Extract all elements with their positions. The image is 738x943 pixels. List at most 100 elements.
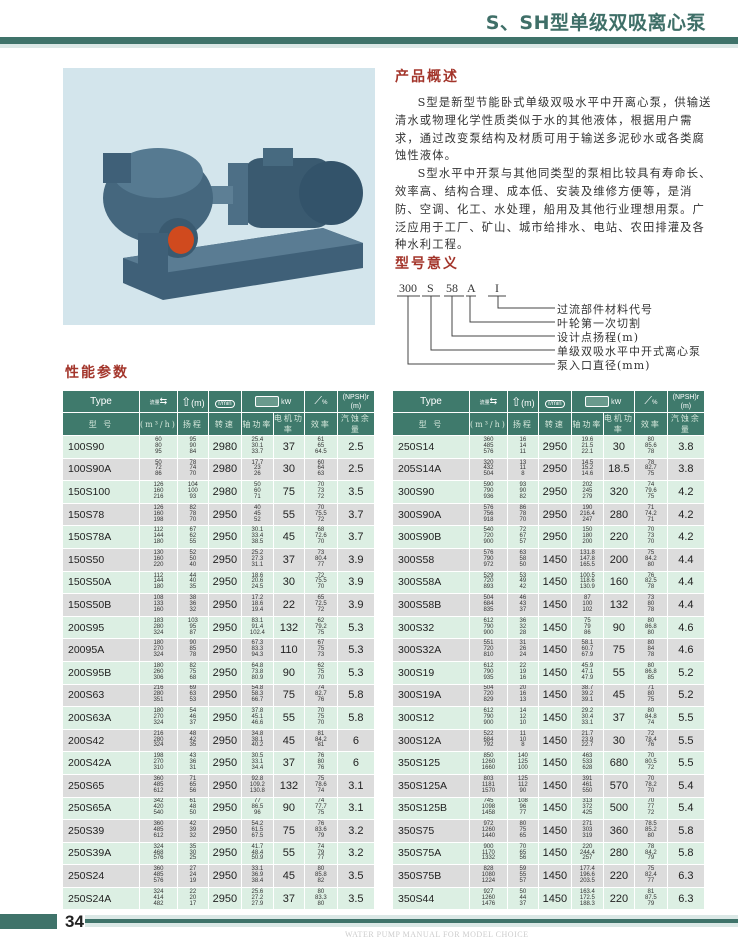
eff-value: 80 [647,640,655,647]
flow-values: 612 790 900 [469,615,508,640]
shaft-value: 46.6 [251,719,264,726]
col-efficiency: ⟋% [303,390,338,413]
subheader-cell: (m³/h) [469,412,508,436]
table-row: 150S50A 112 144 180 44 40 35 2950 18.6 20.6 24.… [62,570,375,595]
flow-value: 612 [483,708,494,715]
head-value: 68 [189,674,197,681]
eff-value: 75 [647,697,655,704]
npsh: 5.5 [666,751,705,775]
eff-values: 75 78.6 74 [303,773,338,798]
flow-values: 927 1260 1476 [469,886,508,911]
shaft-value: 94.3 [251,652,264,659]
head-value: 108 [517,798,528,805]
head-value: 42 [519,584,527,591]
eff-value: 73 [647,595,655,602]
table-row: 300S12A 522 684 792 11 10 8 1450 21.7 23.9 22.7… [392,728,705,753]
shaft-value: 52 [254,516,261,523]
motor-power: 132 [272,773,305,798]
shaft-value: 96 [254,810,261,817]
col-npsh: (NPSH)r (m) [336,390,375,413]
eff-value: 84.2 [645,555,657,562]
flow-value: 260 [153,668,164,675]
page-title: S、SH型单级双吸离心泵 [485,12,706,34]
head-value: 16 [519,691,527,698]
col-type: Type [392,390,470,413]
head-value: 90 [189,640,197,647]
speed: 2950 [537,457,572,482]
head-value: 77 [519,810,527,817]
eff-value: 75 [647,866,655,873]
shaft-value: 172.5 [579,894,595,901]
power-unit: kW [611,398,622,406]
head-values: 48 42 35 [176,728,209,753]
head-value: 14 [519,442,527,449]
shaft-value: 25.4 [251,436,264,443]
flow-value: 612 [483,617,494,624]
npsh: 5.3 [336,660,375,685]
flow-value: 160 [153,606,164,613]
shaft-value: 36.9 [251,872,264,879]
speed: 2950 [207,796,242,821]
head-value: 24 [189,872,197,879]
head-value: 96 [519,804,527,811]
eff-values: 80 84 78 [633,638,668,662]
eff-value: 75 [317,775,325,782]
table-row: 350S75B 828 1080 1224 59 55 57 1450 177.4 196.… [392,864,705,888]
model-label: 叶轮第一次切割 [557,317,641,330]
motor-power: 75 [272,683,305,708]
head-value: 48 [189,730,197,737]
motor-power: 132 [602,593,635,617]
head-value: 46 [519,595,527,602]
head-value: 43 [189,753,197,760]
head-value: 67 [519,533,527,540]
motor-power: 37 [272,435,305,459]
eff-value: 80 [317,759,325,766]
flow-value: 1080 [481,872,496,879]
model-code-part: 58 [446,281,458,295]
head-value: 71 [189,775,197,782]
col-type: Type [62,390,140,413]
eff-value: 72 [647,810,655,817]
flow-values: 216 280 324 [139,728,178,753]
head-value: 13 [519,459,527,466]
head-value: 93 [519,482,527,489]
head-value: 65 [519,849,527,856]
shaft-value: 79 [584,623,591,630]
model-type: 100S90A [62,457,140,482]
model-type: 300S58 [392,547,470,572]
model-type: 300S90 [392,480,470,504]
eff-values: 73 80 78 [633,593,668,617]
model-type: 300S32A [392,638,470,662]
subheader-cell: 型 号 [392,412,470,436]
head-value: 32 [189,606,197,613]
model-type: 205S14A [392,457,470,482]
eff-value: 74 [317,798,325,805]
head-value: 40 [189,578,197,585]
flow-value: 180 [153,662,164,669]
table-row: 150S78A 112 144 180 67 62 55 2950 30.1 33.4 38.… [62,525,375,549]
flow-value: 720 [483,691,494,698]
head-value: 85 [189,646,197,653]
flow-value: 360 [153,775,164,782]
col-flow: 流量⇆ [469,390,508,413]
shaft-values: 40 45 52 [240,502,274,527]
speed: 1450 [537,751,572,775]
eff-values: 62 79.2 75 [303,615,338,640]
speed: 1450 [537,638,572,662]
eff-values: 70 73 70 [633,525,668,549]
head-value: 36 [519,617,527,624]
head-value: 30 [189,849,197,856]
eff-value: 81 [317,730,325,737]
shaft-value: 38.5 [251,539,264,546]
eff-value: 75 [317,713,325,720]
table-row: 350S44 927 1260 1476 50 44 37 1450 163.4 172.5… [392,886,705,911]
flow-value: 95 [155,448,162,455]
eff-values: 74 79.6 75 [633,480,668,504]
shaft-value: 25.2 [251,549,264,556]
flow-value: 144 [153,578,164,585]
eff-value: 82 [317,878,325,885]
eff-value: 75 [647,471,655,478]
eff-values: 75 84.2 80 [633,547,668,572]
npsh: 4.2 [666,525,705,549]
shaft-values: 131.8 147.8 165.5 [570,547,604,572]
